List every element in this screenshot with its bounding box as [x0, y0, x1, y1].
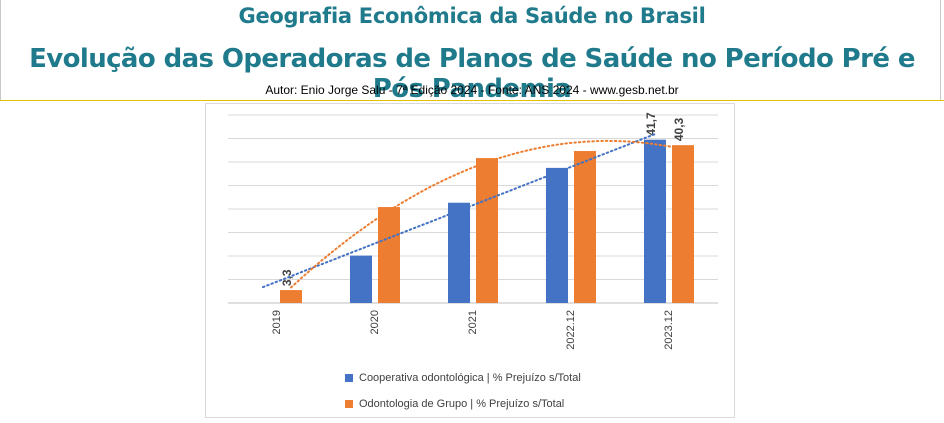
legend-label-cooperativa: Cooperativa odontológica | % Prejuízo s/… — [359, 372, 581, 384]
page-subtitle: Evolução das Operadoras de Planos de Saú… — [29, 44, 915, 104]
x-tick-label: 2019 — [271, 310, 283, 334]
legend-swatch-odontologia-grupo — [345, 400, 353, 408]
header-frame-right — [940, 0, 941, 100]
bar-odontologia-grupo — [574, 151, 596, 303]
x-tick-label: 2022.12 — [565, 310, 577, 350]
data-label: 40,3 — [672, 117, 686, 141]
x-tick-label: 2023.12 — [663, 310, 675, 350]
bar-cooperativa — [546, 167, 568, 303]
bar-odontologia-grupo — [378, 207, 400, 303]
author-byline: Autor: Enio Jorge Salu - 7ª Edição 2024 … — [265, 83, 679, 97]
x-tick-label: 2020 — [369, 310, 381, 334]
legend-item-cooperativa: Cooperativa odontológica | % Prejuízo s/… — [345, 370, 581, 386]
bar-odontologia-grupo — [672, 145, 694, 303]
data-label: 41,7 — [644, 112, 658, 136]
trendline-cooperativa — [262, 133, 656, 289]
legend-label-odontologia-grupo: Odontologia de Grupo | % Prejuízo s/Tota… — [359, 398, 565, 410]
header-divider — [0, 100, 944, 101]
x-tick-label: 2021 — [467, 310, 479, 334]
data-label: 3,3 — [280, 269, 294, 286]
bar-cooperativa — [448, 202, 470, 303]
legend-swatch-cooperativa — [345, 374, 353, 382]
bar-cooperativa — [350, 255, 372, 303]
legend-item-odontologia-grupo: Odontologia de Grupo | % Prejuízo s/Tota… — [345, 396, 581, 412]
bar-odontologia-grupo — [476, 158, 498, 303]
chart-legend: Cooperativa odontológica | % Prejuízo s/… — [345, 370, 581, 422]
trendline-odontologia-grupo — [290, 139, 684, 289]
bar-cooperativa — [644, 139, 666, 303]
bar-odontologia-grupo — [280, 290, 302, 303]
header-frame-left — [0, 0, 1, 100]
page-title: Geografia Econômica da Saúde no Brasil — [238, 4, 706, 28]
